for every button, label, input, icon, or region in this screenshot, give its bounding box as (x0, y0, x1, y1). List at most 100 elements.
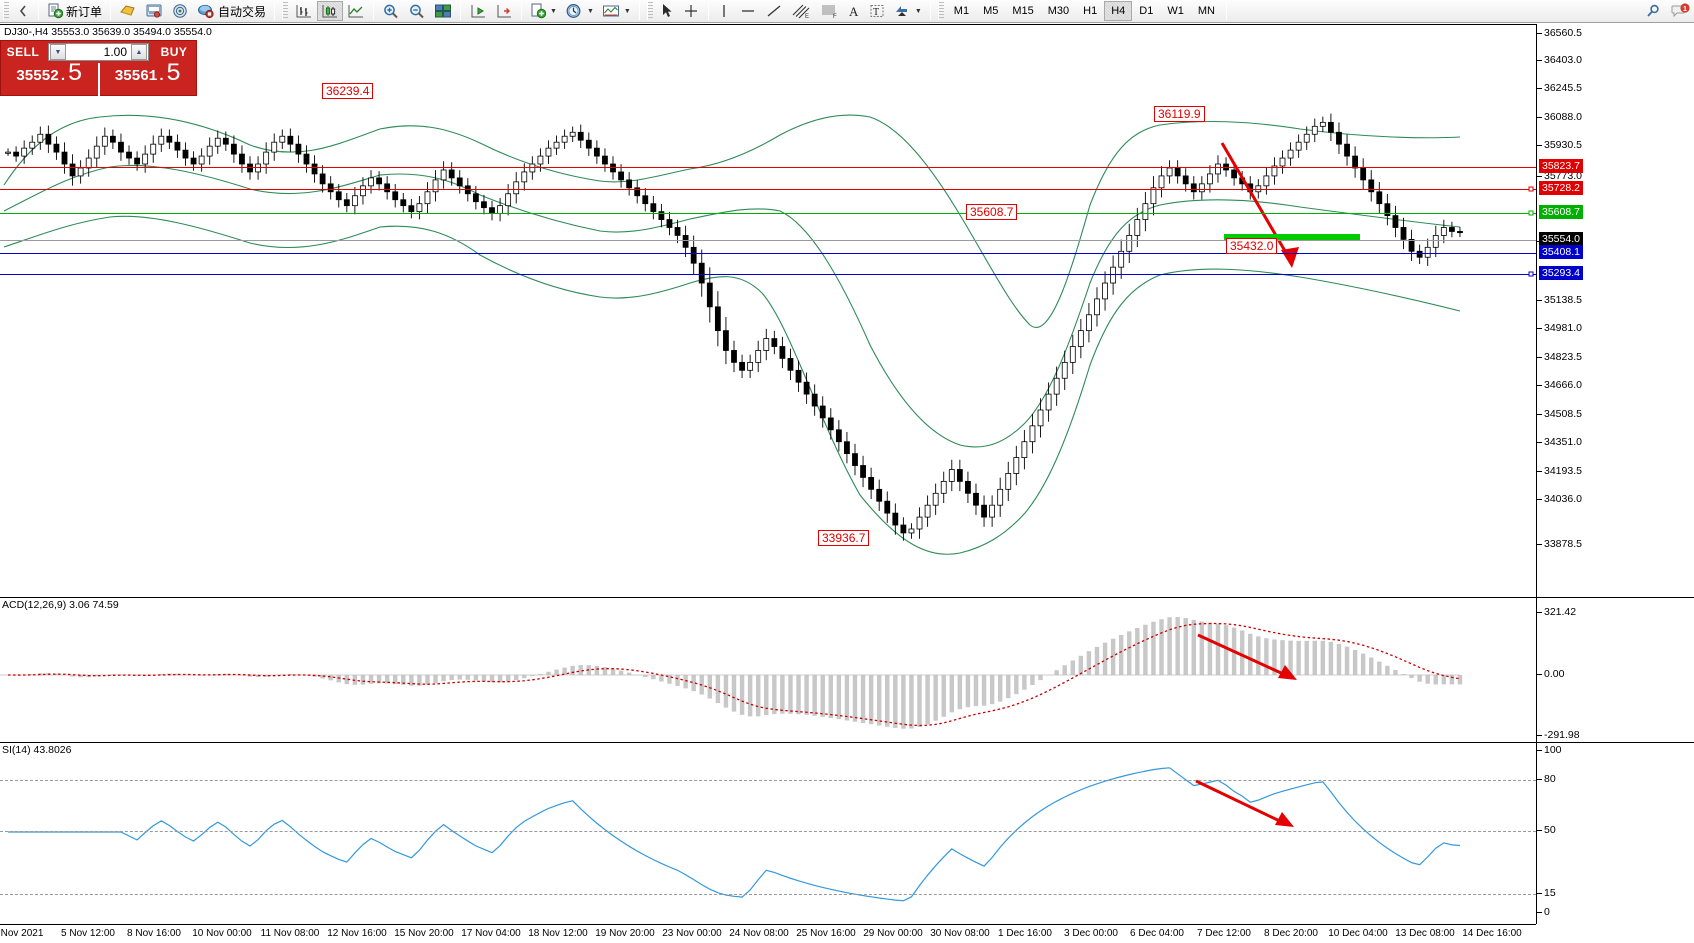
fibonacci-icon[interactable]: F (815, 1, 843, 21)
annotation-33936[interactable]: 33936.7 (818, 530, 870, 546)
axis-tick (1537, 300, 1542, 301)
price-chart-pane[interactable]: 36239.4 36119.9 35608.7 35432.0 33936.7 (0, 24, 1536, 596)
vertical-line-icon[interactable] (713, 1, 735, 21)
new-order-button[interactable]: 新订单 (43, 1, 106, 21)
macd-canvas[interactable] (0, 598, 1536, 740)
toolbar-separator (373, 2, 375, 20)
price-line-35823[interactable] (0, 167, 1536, 168)
data-window-icon[interactable] (115, 1, 141, 21)
tf-h1[interactable]: H1 (1083, 5, 1098, 17)
volume-down-icon[interactable]: ▼ (50, 44, 66, 60)
price-line-anchor[interactable] (1528, 210, 1534, 216)
chevron-down-icon[interactable]: ▼ (586, 7, 594, 15)
bar-chart-icon[interactable] (291, 1, 317, 21)
chart-autoscroll-icon[interactable] (491, 1, 517, 21)
tf-m15[interactable]: M15 (1012, 5, 1034, 17)
tf-d1[interactable]: D1 (1139, 5, 1154, 17)
price-line-35608[interactable] (0, 210, 1536, 216)
time-axis-label: 8 Dec 20:00 (1264, 928, 1318, 939)
notifications-icon[interactable]: 1 (1666, 1, 1694, 21)
autotrading-button[interactable]: 自动交易 (193, 1, 270, 21)
price-badge-35293-4[interactable]: 35293.4 (1539, 266, 1583, 280)
axis-tick (1537, 414, 1542, 415)
new-chart-button[interactable]: ▼ (526, 1, 561, 21)
period-clock-button[interactable]: ▼ (561, 1, 598, 21)
axis-tick-label: 36560.5 (1544, 27, 1582, 39)
tf-m30[interactable]: M30 (1047, 5, 1070, 17)
price-badge-35408-1[interactable]: 35408.1 (1539, 245, 1583, 259)
tf-w1[interactable]: W1 (1167, 5, 1184, 17)
indicators-button[interactable]: ▼ (598, 1, 635, 21)
toolbar-separator (38, 2, 39, 20)
price-badge-35823-7[interactable]: 35823.7 (1539, 159, 1583, 173)
price-line-anchor[interactable] (1528, 271, 1534, 277)
annotation-35432[interactable]: 35432.0 (1226, 238, 1278, 254)
one-click-trading-panel[interactable]: SELL ▼ 1.00 ▲ BUY 35552. 5 35561. 5 (0, 40, 197, 96)
price-line-35293[interactable] (0, 271, 1536, 277)
volume-up-icon[interactable]: ▲ (131, 44, 147, 60)
volume-value[interactable]: 1.00 (103, 45, 127, 59)
rsi-trend-arrow[interactable] (1195, 779, 1294, 827)
candlestick-chart-icon[interactable] (317, 1, 344, 21)
toolbar-grip-3[interactable] (646, 2, 653, 20)
text-tool-icon[interactable]: A (843, 1, 865, 21)
terminal-icon[interactable] (141, 1, 167, 21)
buy-button[interactable]: BUY (160, 45, 188, 59)
axis-tick (1537, 60, 1542, 61)
sell-button[interactable]: SELL (6, 45, 40, 59)
market-watch-icon[interactable] (167, 1, 193, 21)
line-chart-icon[interactable] (343, 1, 369, 21)
chevron-down-icon[interactable]: ▼ (623, 7, 631, 15)
trend-arrow-down[interactable] (1220, 142, 1299, 268)
zoom-out-icon[interactable] (404, 1, 430, 21)
zoom-in-icon[interactable] (378, 1, 404, 21)
tf-m1[interactable]: M1 (953, 5, 970, 17)
price-axis[interactable]: 36560.5 36403.0 36245.5 36088.0 35930.5 35773… (1536, 24, 1694, 924)
time-axis[interactable]: Nov 2021 5 Nov 12:00 8 Nov 16:00 10 Nov 00:… (0, 924, 1536, 943)
price-badge-35554-0[interactable]: 35554.0 (1539, 232, 1583, 246)
buy-price[interactable]: 35561. 5 (114, 59, 182, 88)
rsi-axis-label: 50 (1544, 824, 1556, 836)
support-zone-highlight[interactable] (1224, 234, 1360, 240)
rsi-canvas[interactable] (0, 743, 1536, 924)
annotation-36119[interactable]: 36119.9 (1154, 106, 1205, 122)
annotation-36239[interactable]: 36239.4 (322, 83, 374, 99)
tf-m5[interactable]: M5 (983, 5, 999, 17)
price-badge-35608-7[interactable]: 35608.7 (1539, 205, 1583, 219)
horizontal-line-icon[interactable] (735, 1, 761, 21)
annotation-35608[interactable]: 35608.7 (966, 204, 1018, 220)
sell-price[interactable]: 35552. 5 (15, 59, 83, 88)
text-label-icon[interactable]: T (865, 1, 889, 21)
toolbar-grip[interactable] (3, 2, 9, 20)
tile-windows-icon[interactable] (430, 1, 456, 21)
crosshair-icon[interactable] (678, 1, 704, 21)
toolbar-grip-4[interactable] (937, 2, 944, 20)
macd-label: ACD(12,26,9) 3.06 74.59 (2, 599, 119, 611)
chevron-down-icon[interactable]: ▼ (914, 7, 922, 15)
price-chart-canvas[interactable]: 36239.4 36119.9 35608.7 35432.0 33936.7 (0, 25, 1536, 596)
rsi-pane[interactable]: SI(14) 43.8026 (0, 742, 1536, 924)
back-arrow-icon[interactable] (12, 1, 34, 21)
equidistant-channel-icon[interactable]: E (787, 1, 815, 21)
macd-histogram (0, 617, 1463, 729)
macd-pane[interactable]: ACD(12,26,9) 3.06 74.59 (0, 597, 1536, 740)
price-line-35728[interactable] (0, 186, 1536, 192)
sell-price-int: 35552 (15, 68, 59, 85)
tf-h4[interactable]: H4 (1104, 1, 1133, 21)
tf-mn[interactable]: MN (1197, 5, 1215, 17)
price-line-35408[interactable] (0, 253, 1536, 254)
buy-price-frac: 5 (166, 59, 182, 88)
arrows-shapes-button[interactable]: ▼ (889, 1, 926, 21)
toolbar-separator (707, 2, 709, 20)
price-badge-35728-2[interactable]: 35728.2 (1539, 181, 1583, 195)
macd-trend-arrow[interactable] (1197, 633, 1297, 680)
volume-stepper[interactable]: ▼ 1.00 ▲ (48, 43, 149, 61)
price-line-anchor[interactable] (1528, 186, 1534, 192)
cursor-icon[interactable] (656, 1, 678, 21)
trendline-icon[interactable] (761, 1, 787, 21)
toolbar-grip-2[interactable] (282, 2, 289, 20)
chevron-down-icon[interactable]: ▼ (550, 7, 557, 15)
chart-shift-icon[interactable] (465, 1, 491, 21)
search-icon[interactable] (1640, 1, 1666, 21)
rsi-axis-label: 0 (1544, 906, 1550, 918)
